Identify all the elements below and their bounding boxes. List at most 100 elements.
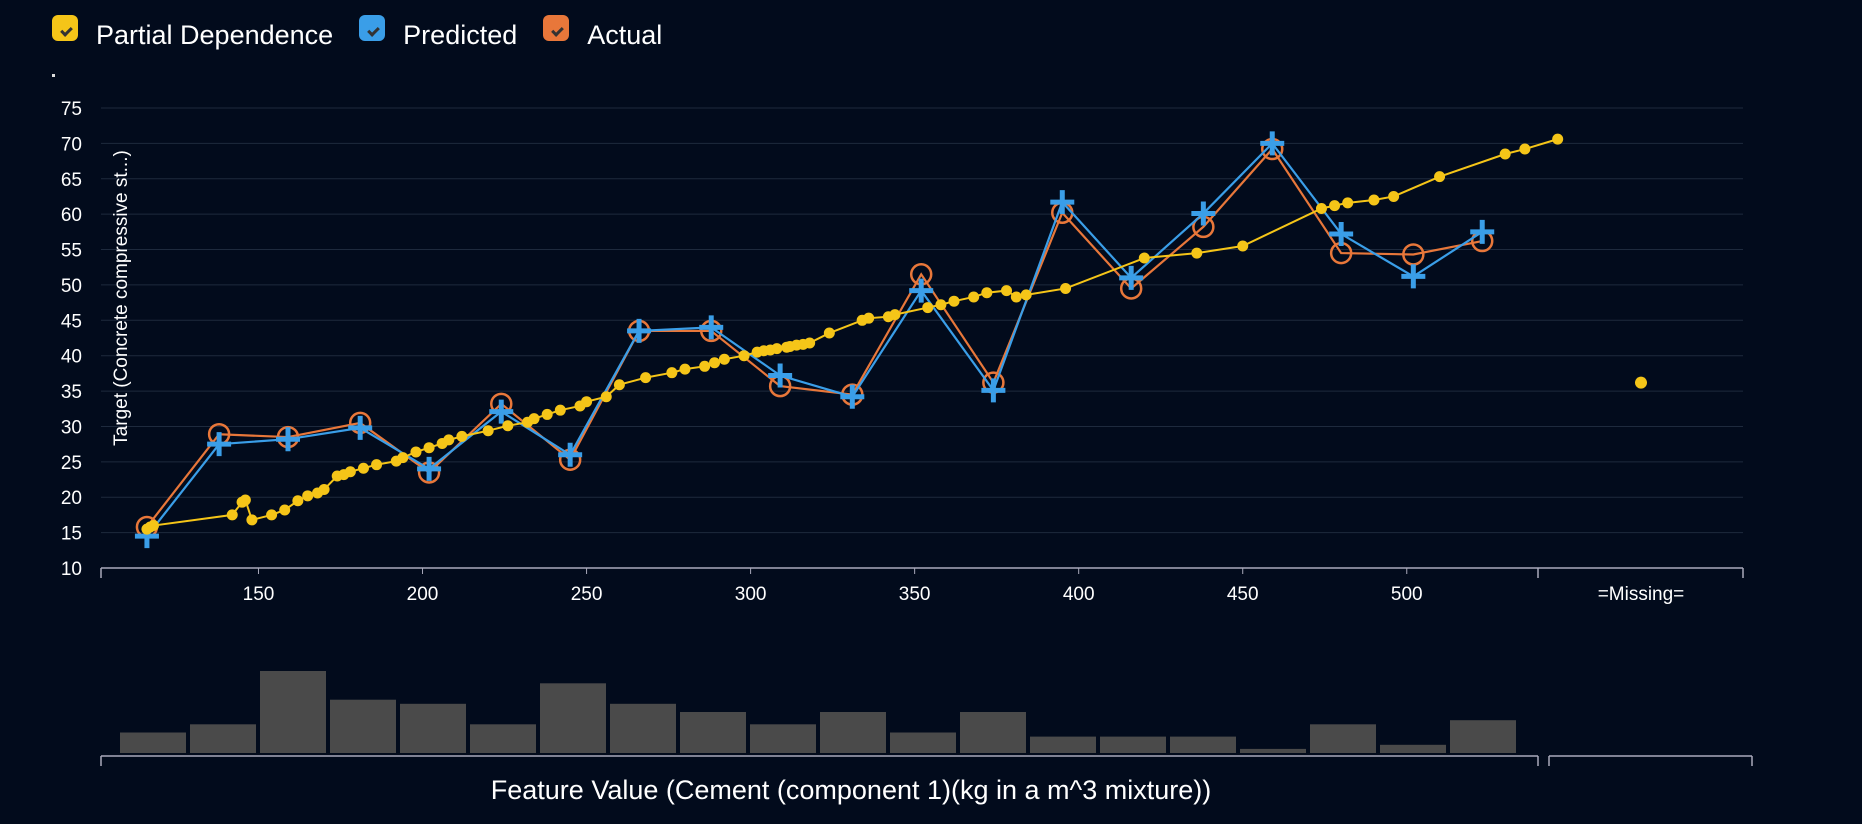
- partial-dependence-point: [666, 367, 678, 379]
- histogram-bar: [1380, 744, 1446, 753]
- partial-dependence-point: [344, 466, 356, 478]
- predicted-point: [1401, 264, 1426, 289]
- legend-label: Predicted: [403, 20, 518, 50]
- partial-dependence-point: [318, 483, 330, 495]
- y-axis-label: Target (Concrete compressive st...): [111, 150, 132, 446]
- legend-item-predicted[interactable]: Predicted: [359, 14, 518, 51]
- histogram-bar: [680, 712, 746, 753]
- predicted-point: [699, 315, 724, 340]
- partial-dependence-point: [456, 430, 468, 442]
- series-layer: [134, 131, 1647, 549]
- legend-item-partial-dependence[interactable]: Partial Dependence: [52, 14, 334, 51]
- partial-dependence-point: [1552, 133, 1564, 145]
- x-tick-label: 150: [243, 584, 275, 605]
- partial-dependence-point: [600, 391, 612, 403]
- partial-dependence-point: [1388, 190, 1400, 202]
- partial-dependence-point: [482, 425, 494, 437]
- x-tick-label: 300: [735, 584, 767, 605]
- predicted-point: [1119, 265, 1144, 290]
- check-icon[interactable]: [359, 14, 386, 41]
- partial-dependence-point: [226, 509, 238, 521]
- actual-line: [146, 147, 1483, 528]
- histogram-bar: [1100, 736, 1166, 753]
- histogram-bar: [890, 732, 956, 753]
- partial-dependence-point: [1010, 291, 1022, 303]
- histogram-bar: [190, 724, 256, 753]
- predicted-point: [840, 384, 865, 409]
- partial-dependence-point: [443, 434, 455, 446]
- predicted-point: [981, 378, 1006, 403]
- partial-dependence-point: [1191, 247, 1203, 259]
- partial-dependence-point: [502, 420, 514, 432]
- x-tick-label: 500: [1391, 584, 1423, 605]
- partial-dependence-point: [266, 509, 278, 521]
- y-tick-label: 25: [61, 453, 82, 474]
- legend-label: Partial Dependence: [96, 20, 334, 50]
- partial-dependence-point: [738, 350, 750, 362]
- partial-dependence-point: [1138, 252, 1150, 264]
- histogram: [100, 671, 1753, 766]
- legend-item-actual[interactable]: Actual: [543, 14, 662, 51]
- y-tick-label: 15: [61, 524, 82, 545]
- predicted-point: [276, 427, 301, 452]
- partial-dependence-point: [863, 312, 875, 324]
- x-tick-label: 400: [1063, 584, 1095, 605]
- grid-lines: [101, 107, 1743, 569]
- partial-dependence-point: [410, 446, 422, 458]
- partial-dependence-point: [554, 404, 566, 416]
- histogram-bar: [1240, 748, 1306, 753]
- y-tick-label: 70: [61, 134, 82, 155]
- partial-dependence-point: [528, 413, 540, 425]
- histogram-bar: [120, 732, 186, 753]
- histogram-bar: [610, 703, 676, 753]
- predicted-point: [768, 363, 793, 388]
- x-axis-label: Feature Value (Cement (component 1)(kg i…: [491, 775, 1211, 805]
- partial-dependence-point: [1020, 289, 1032, 301]
- predicted-point: [1260, 131, 1285, 156]
- histogram-bar: [330, 699, 396, 753]
- histogram-bar: [400, 703, 466, 753]
- partial-dependence-point: [718, 353, 730, 365]
- partial-dependence-point: [423, 442, 435, 454]
- partial-dependence-point: [581, 396, 593, 408]
- y-axis: 10 15 20 25 30 35 40 45 50 55 60 65 70 75: [61, 99, 82, 580]
- partial-dependence-point: [541, 408, 553, 420]
- partial-dependence-point: [981, 287, 993, 299]
- y-tick-label: 55: [61, 241, 82, 262]
- predicted-point: [627, 318, 652, 343]
- histogram-bar: [1030, 736, 1096, 753]
- partial-dependence-point: [1237, 240, 1249, 252]
- y-tick-label: 65: [61, 170, 82, 191]
- histogram-bar: [540, 683, 606, 753]
- partial-dependence-point: [1001, 285, 1013, 297]
- partial-dependence-point: [922, 302, 934, 314]
- x-tick-label: 350: [899, 584, 931, 605]
- partial-dependence-point: [279, 504, 291, 516]
- partial-dependence-point: [679, 363, 691, 375]
- x-tick-label-missing: =Missing=: [1598, 584, 1685, 605]
- histogram-bar: [1310, 724, 1376, 753]
- partial-dependence-point: [935, 299, 947, 311]
- predicted-point: [348, 415, 373, 440]
- partial-dependence-point: [1060, 282, 1072, 294]
- partial-dependence-point: [709, 357, 721, 369]
- y-tick-label: 75: [61, 99, 82, 120]
- x-tick-label: 200: [407, 584, 439, 605]
- partial-dependence-point: [371, 459, 383, 471]
- partial-dependence-point: [1499, 148, 1511, 160]
- predicted-point: [1050, 190, 1075, 215]
- predicted-point: [1191, 201, 1216, 226]
- histogram-bar: [260, 671, 326, 753]
- partial-dependence-point: [613, 379, 625, 391]
- histogram-bar: [750, 724, 816, 753]
- partial-dependence-point: [804, 337, 816, 349]
- partial-dependence-point: [1315, 202, 1327, 214]
- partial-dependence-point: [1342, 197, 1354, 209]
- histogram-bar: [960, 712, 1026, 753]
- check-icon[interactable]: [543, 14, 570, 41]
- partial-dependence-point: [302, 490, 314, 502]
- check-icon[interactable]: [52, 14, 78, 41]
- y-tick-label: 60: [61, 205, 82, 226]
- y-tick-label: 45: [61, 311, 82, 332]
